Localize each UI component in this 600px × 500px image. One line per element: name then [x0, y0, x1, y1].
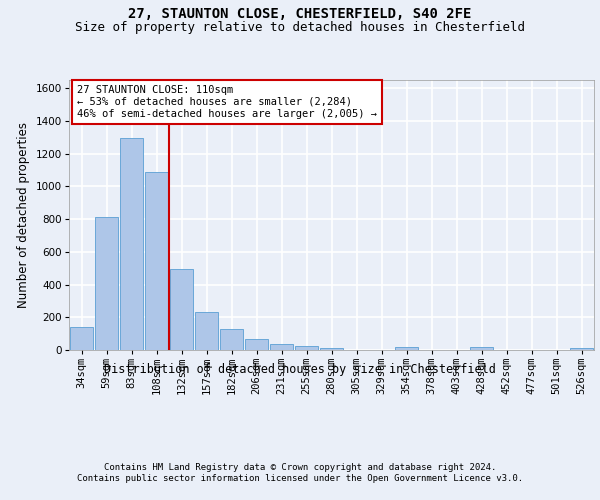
Bar [320, 348, 343, 350]
Text: Distribution of detached houses by size in Chesterfield: Distribution of detached houses by size … [104, 362, 496, 376]
Bar [95, 216, 118, 350]
Bar [120, 138, 143, 350]
Bar [395, 347, 418, 350]
Bar [170, 269, 193, 350]
Text: Contains HM Land Registry data © Crown copyright and database right 2024.: Contains HM Land Registry data © Crown c… [104, 462, 496, 471]
Bar [295, 346, 318, 350]
Text: 27, STAUNTON CLOSE, CHESTERFIELD, S40 2FE: 27, STAUNTON CLOSE, CHESTERFIELD, S40 2F… [128, 8, 472, 22]
Y-axis label: Number of detached properties: Number of detached properties [17, 122, 30, 308]
Bar [570, 348, 593, 350]
Bar [470, 347, 493, 350]
Bar [145, 172, 168, 350]
Bar [195, 312, 218, 350]
Text: Size of property relative to detached houses in Chesterfield: Size of property relative to detached ho… [75, 21, 525, 34]
Bar [70, 327, 93, 350]
Bar [270, 344, 293, 350]
Bar [245, 340, 268, 350]
Text: Contains public sector information licensed under the Open Government Licence v3: Contains public sector information licen… [77, 474, 523, 483]
Text: 27 STAUNTON CLOSE: 110sqm
← 53% of detached houses are smaller (2,284)
46% of se: 27 STAUNTON CLOSE: 110sqm ← 53% of detac… [77, 86, 377, 118]
Bar [220, 328, 243, 350]
